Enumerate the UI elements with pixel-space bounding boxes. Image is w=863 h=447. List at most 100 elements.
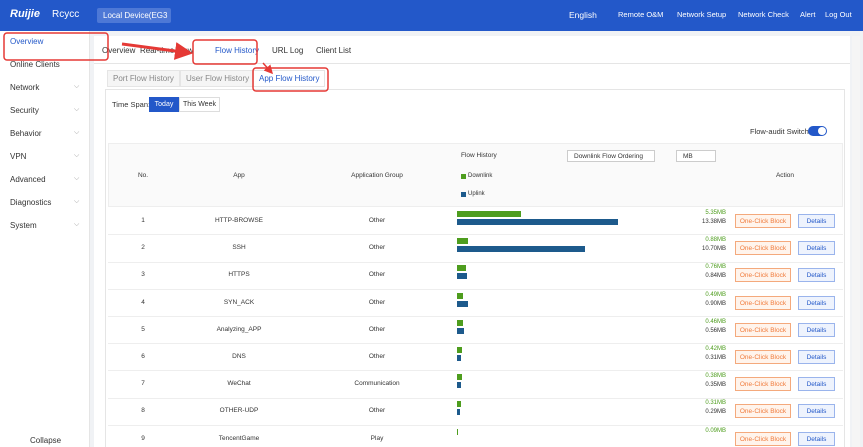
device-select[interactable]: Local Device(EG3 <box>97 8 171 23</box>
switch-label: Flow-audit Switch: <box>750 127 811 136</box>
details-button[interactable]: Details <box>798 377 835 392</box>
filter-label: Time Span: <box>112 100 151 109</box>
block-button[interactable]: One-Click Block <box>735 322 791 337</box>
flow-bar <box>457 374 462 381</box>
block-button[interactable]: One-Click Block <box>735 268 791 283</box>
block-button[interactable]: One-Click Block <box>735 241 791 256</box>
sidebar-item[interactable]: Diagnostics <box>10 198 52 207</box>
row-border <box>108 234 843 236</box>
unit-select[interactable]: MB <box>676 150 716 162</box>
flow-value: 0.31MB <box>705 400 726 407</box>
nav-link[interactable]: Log Out <box>825 10 852 19</box>
tab[interactable]: Client List <box>316 46 352 55</box>
block-button[interactable]: One-Click Block <box>735 431 791 446</box>
row-border <box>108 288 843 290</box>
sidebar-item[interactable]: Network <box>10 83 40 92</box>
subtab[interactable]: Port Flow History <box>107 70 180 87</box>
details-button[interactable]: Details <box>798 295 835 310</box>
flow-bar <box>457 355 461 361</box>
flow-bar <box>457 382 462 389</box>
collapse[interactable]: Collapse <box>30 436 62 445</box>
flow-bar <box>457 327 464 334</box>
flow-bar <box>457 238 468 245</box>
row-no: 6 <box>141 353 145 360</box>
chevron: ⌵ <box>74 106 80 113</box>
sidebar-item[interactable]: VPN <box>10 152 27 161</box>
details-button[interactable]: Details <box>798 350 835 364</box>
flow-bar <box>457 319 463 326</box>
chevron: ⌵ <box>74 175 80 182</box>
flow-value: 0.31MB <box>705 355 726 361</box>
product: Rcycc <box>52 9 80 20</box>
flow-bar <box>457 219 618 225</box>
column-header: Application Group <box>351 172 403 179</box>
flow-bar <box>457 300 468 307</box>
sidebar <box>0 31 90 447</box>
block-button[interactable]: One-Click Block <box>735 214 791 228</box>
subtab[interactable]: User Flow History <box>180 70 256 87</box>
switch[interactable] <box>808 126 827 136</box>
block-button[interactable]: One-Click Block <box>735 350 791 364</box>
block-button[interactable]: One-Click Block <box>735 377 791 392</box>
subtab-panel <box>105 89 845 447</box>
flow-value: 0.46MB <box>705 318 726 325</box>
flow-bar <box>457 292 463 299</box>
flow-bar <box>457 265 467 272</box>
block-button[interactable]: One-Click Block <box>735 295 791 310</box>
sidebar-item[interactable]: Behavior <box>10 129 42 138</box>
tab[interactable]: Overview <box>102 46 136 55</box>
flow-bar <box>457 246 586 253</box>
legend-label: Uplink <box>468 191 485 197</box>
column-header: No. <box>137 172 149 179</box>
tab[interactable]: Flow History <box>215 46 260 55</box>
nav-link[interactable]: Network Check <box>738 10 789 19</box>
details-button[interactable]: Details <box>798 214 835 228</box>
option[interactable]: This Week <box>179 97 220 112</box>
row-app: WeChat <box>227 380 251 388</box>
row-app: TencentGame <box>218 434 260 442</box>
ordering-select[interactable]: Downlink Flow Ordering <box>567 150 655 162</box>
tab[interactable]: Real-time Flow <box>140 46 194 55</box>
row-no: 9 <box>141 434 145 442</box>
block-button[interactable]: One-Click Block <box>735 404 791 419</box>
tab[interactable]: URL Log <box>272 46 304 55</box>
details-button[interactable]: Details <box>798 404 835 419</box>
row-app: OTHER-UDP <box>219 407 259 415</box>
flow-value: 13.38MB <box>701 219 726 225</box>
flow-bar <box>457 428 459 435</box>
details-button[interactable]: Details <box>798 268 835 283</box>
row-group: Other <box>368 407 386 415</box>
subtab[interactable]: App Flow History <box>253 70 326 87</box>
details-button[interactable]: Details <box>798 322 835 337</box>
sidebar-item[interactable]: System <box>10 221 37 230</box>
flow-bar <box>457 273 468 280</box>
details-button[interactable]: Details <box>798 431 835 446</box>
nav-link[interactable]: Network Setup <box>677 10 727 19</box>
row-border <box>108 316 843 317</box>
option[interactable]: Today <box>149 97 179 112</box>
row-group: Play <box>370 434 384 442</box>
flow-bar <box>457 347 463 353</box>
flow-value: 0.38MB <box>705 373 726 380</box>
chevron: ⌵ <box>74 198 80 205</box>
chevron: ⌵ <box>74 152 80 159</box>
row-group: Communication <box>354 380 400 388</box>
column-header: Flow History <box>461 152 497 159</box>
row-border <box>108 370 843 372</box>
row-no: 3 <box>141 271 145 279</box>
nav-link[interactable]: Remote O&M <box>618 10 664 19</box>
tab-underline <box>94 63 850 64</box>
row-no: 4 <box>141 298 145 306</box>
legend-swatch <box>461 192 466 197</box>
sidebar-item[interactable]: Online Clients <box>10 60 60 69</box>
nav-link[interactable]: English <box>569 10 597 20</box>
row-app: Analyzing_APP <box>216 325 262 333</box>
details-button[interactable]: Details <box>798 241 835 256</box>
sidebar-item[interactable]: Security <box>10 106 39 115</box>
chevron: ⌵ <box>74 221 80 228</box>
sidebar-item[interactable]: Advanced <box>10 175 46 184</box>
column-header: App <box>233 172 245 179</box>
nav-link[interactable]: Alert <box>800 10 816 19</box>
row-group: Other <box>368 217 386 224</box>
sidebar-item[interactable]: Overview <box>10 37 44 46</box>
